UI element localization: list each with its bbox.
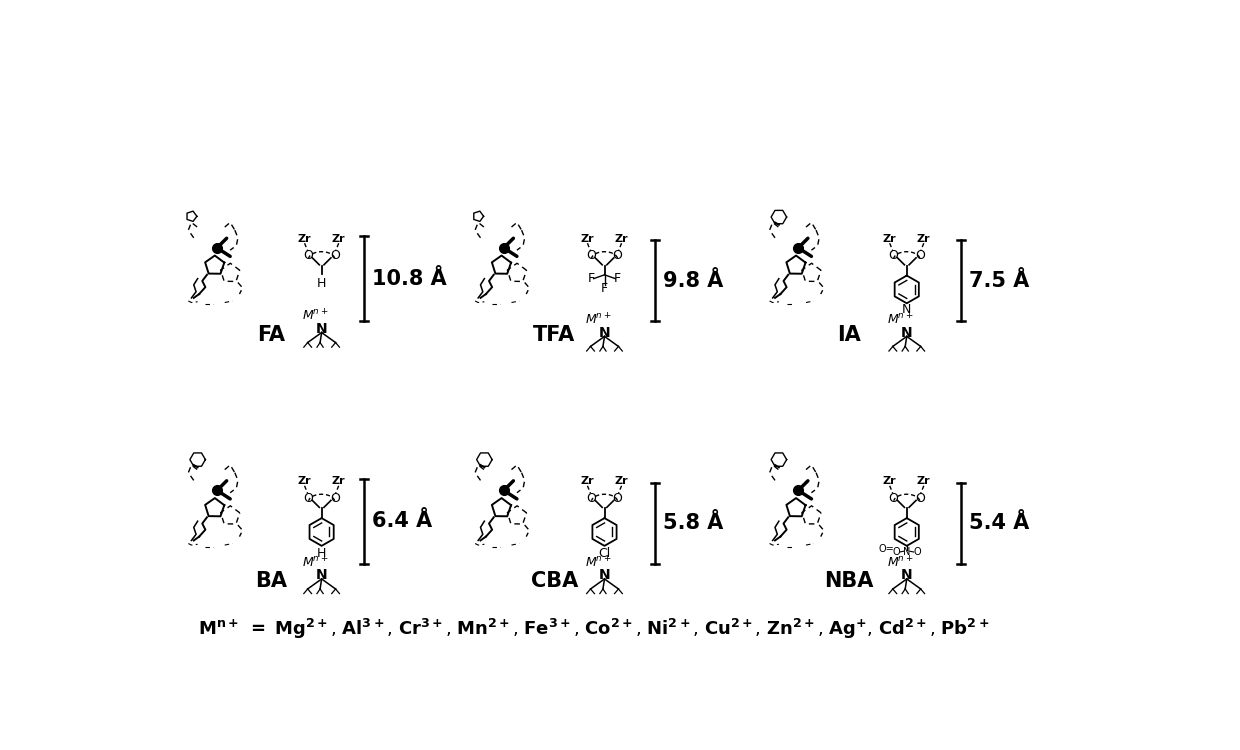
Text: TFA: TFA — [533, 325, 575, 345]
Text: Zr: Zr — [615, 233, 629, 244]
Text: O: O — [889, 249, 899, 262]
Text: 9.8 Å: 9.8 Å — [662, 271, 723, 290]
Text: 5.4 Å: 5.4 Å — [968, 513, 1029, 533]
Text: CBA: CBA — [531, 572, 578, 591]
Text: N: N — [901, 326, 913, 340]
Text: Zr: Zr — [918, 233, 930, 244]
Text: F: F — [588, 272, 595, 285]
Text: O: O — [330, 491, 340, 505]
Text: N: N — [316, 322, 327, 336]
Text: O: O — [304, 491, 314, 505]
Text: O: O — [304, 249, 314, 262]
Text: Zr: Zr — [580, 476, 594, 486]
Text: Zr: Zr — [883, 233, 897, 244]
Text: NBA: NBA — [823, 572, 873, 591]
Text: Zr: Zr — [332, 476, 346, 486]
Text: M$^{n+}$: M$^{n+}$ — [585, 313, 611, 328]
Text: O: O — [913, 547, 920, 557]
Text: N: N — [903, 547, 910, 557]
Text: Zr: Zr — [298, 233, 311, 244]
Text: FA: FA — [257, 325, 285, 345]
Text: Zr: Zr — [580, 233, 594, 244]
Text: N: N — [599, 568, 610, 582]
Text: 10.8 Å: 10.8 Å — [372, 268, 446, 289]
Text: M$^{n+}$: M$^{n+}$ — [888, 313, 914, 328]
Text: O: O — [330, 249, 340, 262]
Text: M$^{n+}$: M$^{n+}$ — [303, 555, 329, 571]
Text: Zr: Zr — [298, 476, 311, 486]
Text: O=: O= — [879, 544, 894, 554]
Text: Zr: Zr — [615, 476, 629, 486]
Text: N: N — [901, 568, 913, 582]
Text: O: O — [893, 547, 900, 557]
Text: O: O — [613, 491, 622, 505]
Text: O: O — [587, 249, 596, 262]
Text: O: O — [587, 491, 596, 505]
Text: N: N — [316, 568, 327, 582]
Text: $\mathbf{M^{n+}}$ $\mathbf{=}$ $\mathbf{Mg^{2+}}$, $\mathbf{Al^{3+}}$, $\mathbf{: $\mathbf{M^{n+}}$ $\mathbf{=}$ $\mathbf{… — [197, 617, 990, 641]
Text: M$^{n+}$: M$^{n+}$ — [303, 309, 329, 324]
Text: Zr: Zr — [918, 476, 930, 486]
Text: BA: BA — [255, 572, 288, 591]
Text: H: H — [317, 277, 326, 290]
Text: Cl: Cl — [599, 548, 610, 560]
Text: Zr: Zr — [332, 233, 346, 244]
Text: IA: IA — [837, 325, 861, 345]
Text: 5.8 Å: 5.8 Å — [662, 513, 723, 533]
Text: H: H — [317, 548, 326, 560]
Text: Zr: Zr — [883, 476, 897, 486]
Text: O: O — [915, 249, 925, 262]
Text: M$^{n+}$: M$^{n+}$ — [888, 555, 914, 571]
Text: 6.4 Å: 6.4 Å — [372, 512, 432, 531]
Text: O: O — [915, 491, 925, 505]
Text: N: N — [599, 326, 610, 340]
Text: M$^{n+}$: M$^{n+}$ — [585, 555, 611, 571]
Text: 7.5 Å: 7.5 Å — [968, 271, 1029, 290]
Text: N: N — [901, 303, 911, 316]
Text: F: F — [614, 272, 621, 285]
Text: O: O — [613, 249, 622, 262]
Text: O: O — [889, 491, 899, 505]
Text: F: F — [601, 282, 608, 296]
